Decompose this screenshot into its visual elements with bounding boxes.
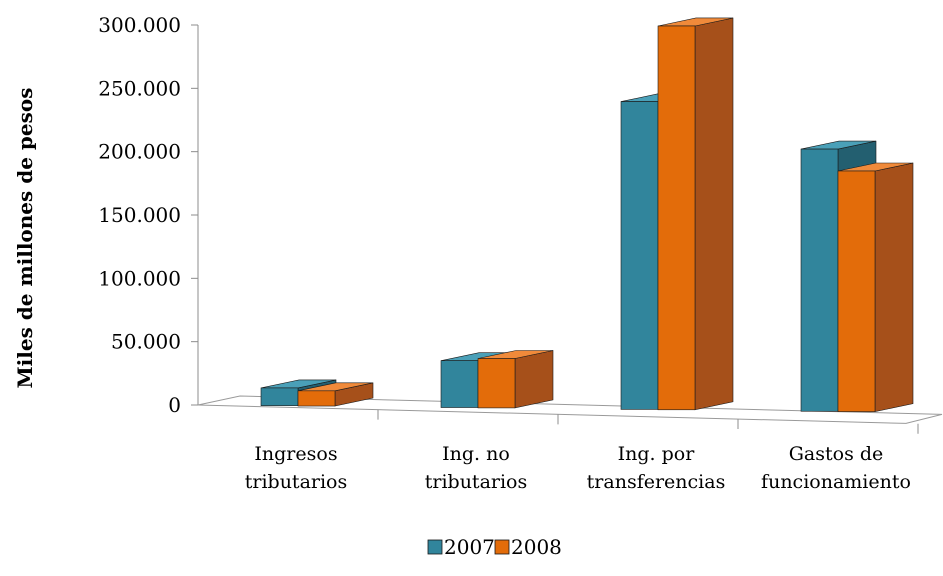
bar-2008-3 bbox=[837, 162, 914, 413]
bar-front bbox=[837, 170, 876, 412]
y-tick-label: 0 bbox=[168, 393, 181, 417]
legend: 2007 2008 bbox=[427, 535, 562, 559]
bar-side bbox=[874, 162, 914, 413]
legend-label-2008: 2008 bbox=[511, 535, 562, 559]
bar-2008-1 bbox=[477, 350, 554, 409]
bars bbox=[260, 17, 914, 413]
y-tick-label: 150.000 bbox=[98, 203, 181, 227]
y-tick-label: 50.000 bbox=[111, 330, 181, 354]
y-tick-label: 100.000 bbox=[98, 266, 181, 290]
x-tick-label: Ing. no tributarios bbox=[425, 443, 528, 493]
bar-front bbox=[440, 360, 479, 408]
bar-2008-2 bbox=[657, 17, 734, 411]
y-tick-label: 250.000 bbox=[98, 76, 181, 100]
legend-swatch-2007 bbox=[427, 539, 443, 555]
bar-front bbox=[620, 101, 659, 410]
legend-label-2007: 2007 bbox=[444, 535, 495, 559]
y-tick-label: 200.000 bbox=[98, 140, 181, 164]
legend-swatch-2008 bbox=[494, 539, 510, 555]
bar-2008-0 bbox=[297, 382, 374, 407]
bar-front bbox=[657, 25, 696, 411]
bar-front bbox=[260, 387, 299, 406]
y-tick-label: 300.000 bbox=[98, 13, 181, 37]
chart-floor bbox=[197, 395, 943, 424]
axes bbox=[191, 24, 943, 434]
bar-front bbox=[477, 358, 516, 409]
bar-side bbox=[514, 350, 554, 409]
x-tick-label: Ingresos tributarios bbox=[245, 443, 348, 493]
x-tick-label: Ing. por transferencias bbox=[587, 443, 726, 493]
x-tick-label: Gastos de funcionamiento bbox=[761, 443, 911, 493]
bar-side bbox=[694, 17, 734, 411]
y-axis-label: Miles de millones de pesos bbox=[13, 88, 37, 389]
bar-front bbox=[800, 148, 839, 412]
labels: 0 50.000 100.000 150.000 200.000 250.000 300.0… bbox=[98, 13, 911, 493]
bar-front bbox=[297, 390, 336, 407]
